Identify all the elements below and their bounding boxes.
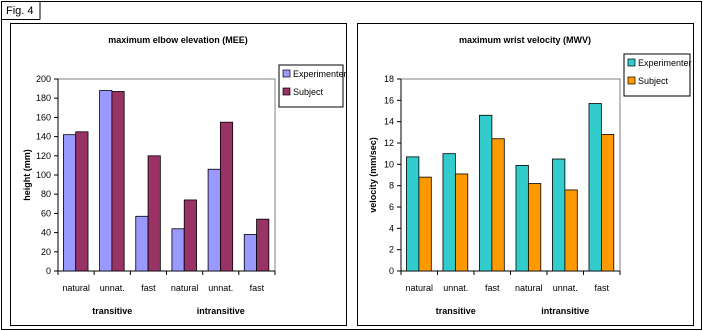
y-tick-label: 60 — [41, 208, 51, 218]
y-tick-label: 18 — [384, 74, 394, 84]
bar — [111, 91, 125, 272]
bar — [418, 176, 432, 272]
x-group-label: intransitive — [541, 306, 589, 316]
bar — [564, 189, 578, 272]
bar — [99, 90, 113, 272]
x-tick-label: natural — [171, 283, 199, 293]
x-tick-label: fast — [141, 283, 156, 293]
figure-label: Fig. 4 — [6, 5, 34, 17]
bar — [219, 121, 234, 272]
y-tick-label: 8 — [389, 181, 394, 191]
bar — [147, 155, 161, 272]
bar — [491, 138, 505, 272]
legend-label: Subject — [638, 76, 669, 86]
x-tick-label: natural — [405, 283, 433, 293]
legend-swatch — [627, 76, 636, 85]
chart-panel-elbow: maximum elbow elevation (MEE) 0 20 40 60 80 10… — [10, 23, 347, 326]
bar — [171, 228, 185, 272]
x-tick-label: unnat. — [443, 283, 468, 293]
bar — [600, 134, 615, 272]
y-tick-label: 12 — [384, 138, 394, 148]
x-tick-label: unnat. — [208, 283, 233, 293]
legend-swatch — [627, 58, 636, 67]
x-tick-label: fast — [485, 283, 500, 293]
legend-label: Subject — [293, 87, 324, 97]
chart-panel-wrist: maximum wrist velocity (MWV) 0 2 4 6 8 10 12 14 1… — [357, 23, 694, 326]
legend-label: Experimenter — [293, 69, 347, 79]
x-group-label: transitive — [436, 306, 476, 316]
y-tick-label: 160 — [36, 112, 51, 122]
bar — [135, 215, 149, 272]
y-tick-label: 16 — [384, 95, 394, 105]
bar — [75, 131, 89, 272]
y-tick-label: 180 — [36, 93, 51, 103]
y-axis-label: height (mm) — [22, 149, 32, 201]
x-group-label: transitive — [92, 306, 132, 316]
bar — [406, 156, 420, 272]
plot-area — [400, 78, 621, 272]
bar — [527, 183, 542, 272]
legend-swatch — [282, 69, 291, 78]
y-tick-label: 2 — [389, 245, 394, 255]
x-tick-label: fast — [594, 283, 609, 293]
y-tick-label: 4 — [389, 223, 394, 233]
y-tick-label: 200 — [36, 74, 51, 84]
x-tick-label: natural — [62, 283, 90, 293]
y-tick-label: 0 — [389, 266, 394, 276]
bar — [183, 199, 197, 272]
x-tick-label: unnat. — [100, 283, 125, 293]
y-tick-label: 14 — [384, 117, 394, 127]
x-tick-label: unnat. — [553, 283, 578, 293]
x-tick-label: fast — [250, 283, 265, 293]
y-tick-label: 40 — [41, 228, 51, 238]
bar — [442, 153, 456, 272]
plot-area — [57, 78, 276, 272]
bar — [207, 168, 221, 272]
bar — [243, 234, 257, 272]
chart-title: maximum elbow elevation (MEE) — [108, 35, 248, 45]
bar — [588, 103, 602, 272]
x-tick-label: natural — [515, 283, 543, 293]
bar — [479, 114, 493, 272]
y-tick-label: 80 — [41, 189, 51, 199]
bar — [454, 173, 469, 272]
y-tick-label: 20 — [41, 247, 51, 257]
bar — [515, 164, 529, 272]
chart-title: maximum wrist velocity (MWV) — [459, 35, 591, 45]
y-tick-label: 6 — [389, 202, 394, 212]
y-tick-label: 100 — [36, 170, 51, 180]
bar — [256, 218, 270, 272]
bar — [552, 158, 566, 272]
legend-swatch — [282, 87, 291, 96]
x-group-label: intransitive — [197, 306, 245, 316]
legend-label: Experimenter — [638, 58, 692, 68]
y-tick-label: 120 — [36, 151, 51, 161]
y-tick-label: 140 — [36, 132, 51, 142]
bar — [63, 134, 77, 272]
y-tick-label: 10 — [384, 159, 394, 169]
y-tick-label: 0 — [46, 266, 51, 276]
y-axis-label: velocity (mm/sec) — [368, 137, 378, 213]
